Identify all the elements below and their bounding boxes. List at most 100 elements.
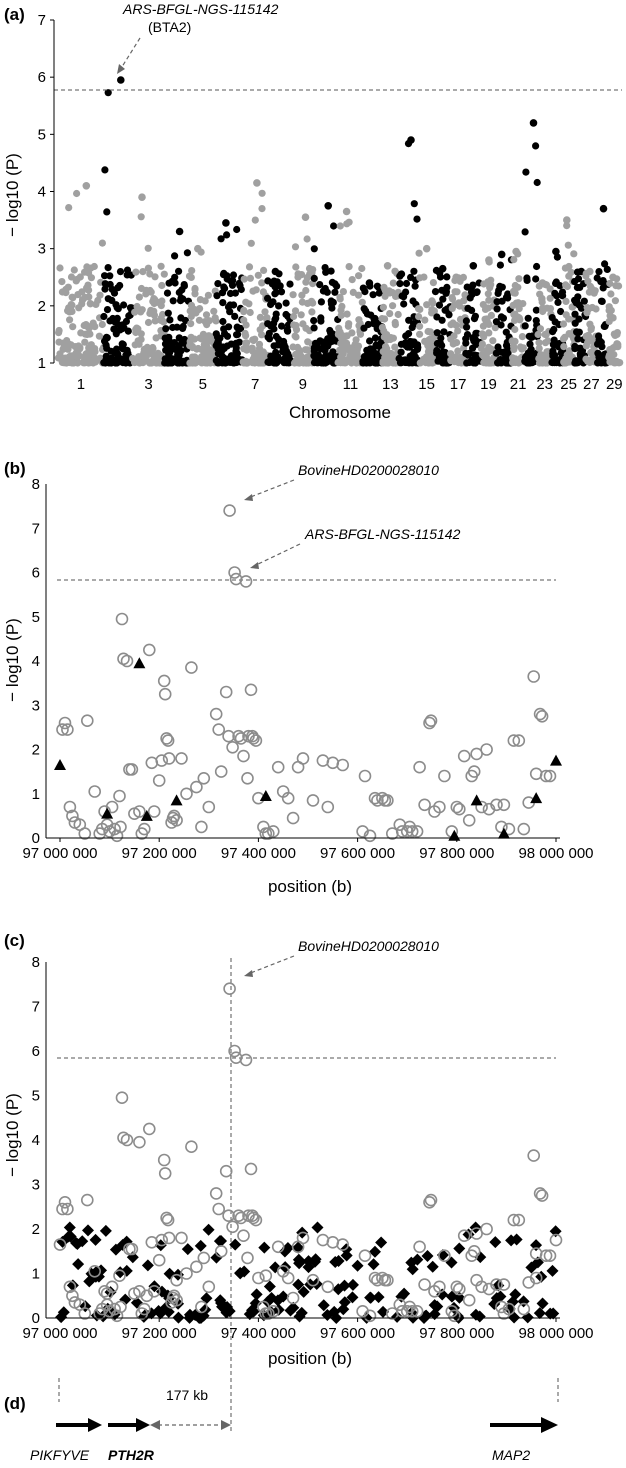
snp-circle <box>115 612 129 626</box>
manhattan-point <box>515 305 523 313</box>
manhattan-peak-point <box>175 227 184 236</box>
snp-circle <box>155 754 168 767</box>
manhattan-point <box>372 341 380 349</box>
manhattan-point <box>441 306 449 314</box>
manhattan-point <box>179 322 187 331</box>
manhattan-point <box>89 349 98 357</box>
manhattan-point <box>275 302 283 310</box>
snp-circle <box>423 1196 436 1209</box>
manhattan-point <box>573 297 581 305</box>
snp-circle <box>413 1240 426 1254</box>
snp-diamond <box>544 1307 557 1320</box>
manhattan-point <box>613 275 621 283</box>
snp-diamond <box>431 1300 444 1313</box>
manhattan-point <box>499 314 507 322</box>
manhattan-point <box>565 272 573 280</box>
snp-diamond <box>308 1255 321 1268</box>
manhattan-point <box>270 320 278 328</box>
manhattan-point <box>177 294 185 302</box>
snp-circle <box>56 1202 69 1216</box>
snp-circle <box>212 723 225 736</box>
snp-circle <box>507 734 521 747</box>
panel-b-regional-plot: (b) 0 1 2 3 4 5 6 7 8 97 000 000 97 200 000 97 400… <box>3 459 594 896</box>
snp-diamond <box>57 1306 70 1319</box>
snp-circle <box>214 765 228 778</box>
manhattan-point <box>337 339 345 348</box>
manhattan-point <box>118 340 126 348</box>
manhattan-point <box>439 351 447 359</box>
manhattan-point <box>196 296 204 304</box>
panel-b-x-tick-label: 97 000 000 <box>22 845 97 862</box>
snp-circle <box>66 809 79 823</box>
manhattan-point <box>559 292 567 300</box>
manhattan-point <box>188 359 196 367</box>
manhattan-point <box>597 359 605 367</box>
manhattan-point <box>518 333 527 341</box>
snp-circle <box>271 760 285 774</box>
snp-circle <box>467 765 481 778</box>
manhattan-point <box>69 359 77 367</box>
panel-a-x-tick-label: 29 <box>606 376 623 393</box>
manhattan-point <box>428 297 436 305</box>
snp-circle <box>157 674 171 688</box>
manhattan-point <box>539 304 547 312</box>
manhattan-point <box>62 359 71 367</box>
panel-c-y-tick-label: 1 <box>32 1266 40 1283</box>
manhattan-point <box>242 321 250 329</box>
manhattan-point <box>76 343 84 351</box>
manhattan-point <box>232 344 240 352</box>
snp-circle <box>378 794 392 807</box>
manhattan-point <box>466 294 474 302</box>
manhattan-point <box>212 330 220 338</box>
panel-b-x-tick-label: 98 000 000 <box>518 845 593 862</box>
panel-c-y-tick-label: 6 <box>32 1043 40 1060</box>
manhattan-point <box>215 358 223 366</box>
manhattan-point <box>233 225 241 234</box>
snp-circle <box>480 1222 493 1236</box>
manhattan-point <box>114 351 122 359</box>
snp-circle <box>470 1227 483 1240</box>
manhattan-point <box>274 353 282 361</box>
manhattan-point <box>163 289 172 297</box>
manhattan-point <box>150 311 158 319</box>
panel-a-x-tick-label: 11 <box>343 376 359 393</box>
manhattan-point <box>346 352 354 360</box>
manhattan-point <box>255 344 264 352</box>
snp-circle <box>158 1167 172 1180</box>
snp-diamond <box>297 1285 310 1298</box>
snp-triangle <box>259 789 272 801</box>
snp-circle <box>512 1213 526 1227</box>
manhattan-point <box>89 357 97 365</box>
manhattan-point <box>223 231 231 239</box>
manhattan-point <box>338 331 346 339</box>
snp-circle <box>232 729 245 743</box>
snp-circle <box>475 800 488 814</box>
panel-a-y-axis-title-text: − log10 (P) <box>3 153 22 237</box>
manhattan-point <box>532 142 540 150</box>
snp-circle <box>543 769 557 783</box>
snp-circle <box>161 734 175 747</box>
snp-circle <box>358 769 372 783</box>
snp-diamond <box>411 1253 424 1266</box>
manhattan-point <box>597 278 605 286</box>
manhattan-point <box>402 279 411 288</box>
panel-b-top-arrowhead <box>244 494 253 501</box>
manhattan-point <box>371 358 379 367</box>
snp-circle <box>467 1245 481 1258</box>
manhattan-point <box>571 319 579 327</box>
manhattan-point <box>188 342 197 351</box>
snp-circle <box>157 1153 171 1167</box>
manhattan-point <box>140 349 148 357</box>
manhattan-point <box>299 320 307 328</box>
manhattan-point <box>280 359 288 367</box>
panel-b-top-arrow <box>247 479 295 499</box>
panel-b-y-tick-label: 3 <box>32 697 40 714</box>
manhattan-point <box>299 359 307 367</box>
manhattan-point <box>180 359 188 367</box>
snp-circle <box>281 1271 295 1285</box>
manhattan-point <box>524 314 532 322</box>
manhattan-point <box>327 329 335 337</box>
snp-circle <box>252 1271 265 1285</box>
panel-a-y-tick-label: 2 <box>38 298 46 315</box>
